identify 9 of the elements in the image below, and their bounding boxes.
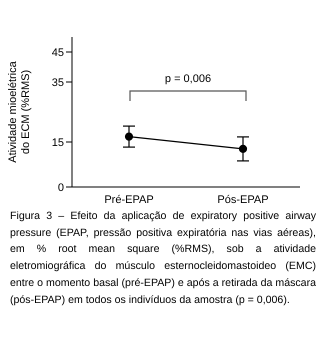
y-tick-label: 45 <box>52 46 64 59</box>
text: Figura 3 – Efeito da aplicação de expiratory positive airway pressure (EPAP, pressão positiva expiratória nas vias aéreas), em % root mean square (%RMS), sob a atividade eletromiográfica do músculo esternocleidomastoideo (EMC) entre o momento basal (pré-EPAP) e após a retirada da máscara (pós-EPAP) em todos os indivíduos da amostra (p = 0,006). <box>10 209 316 308</box>
x-tick-label: Pré-EPAP <box>104 194 154 206</box>
annotation: p = 0,006 <box>164 73 212 85</box>
y-tick-label: 15 <box>52 136 64 149</box>
x-tick-label: Pós-EPAP <box>217 194 269 206</box>
y-tick-label: 35 <box>52 76 64 89</box>
y-axis-title: Atividade mioelétrica do ECM (%RMS) <box>7 60 32 163</box>
y-tick-label: 0 <box>58 182 64 194</box>
